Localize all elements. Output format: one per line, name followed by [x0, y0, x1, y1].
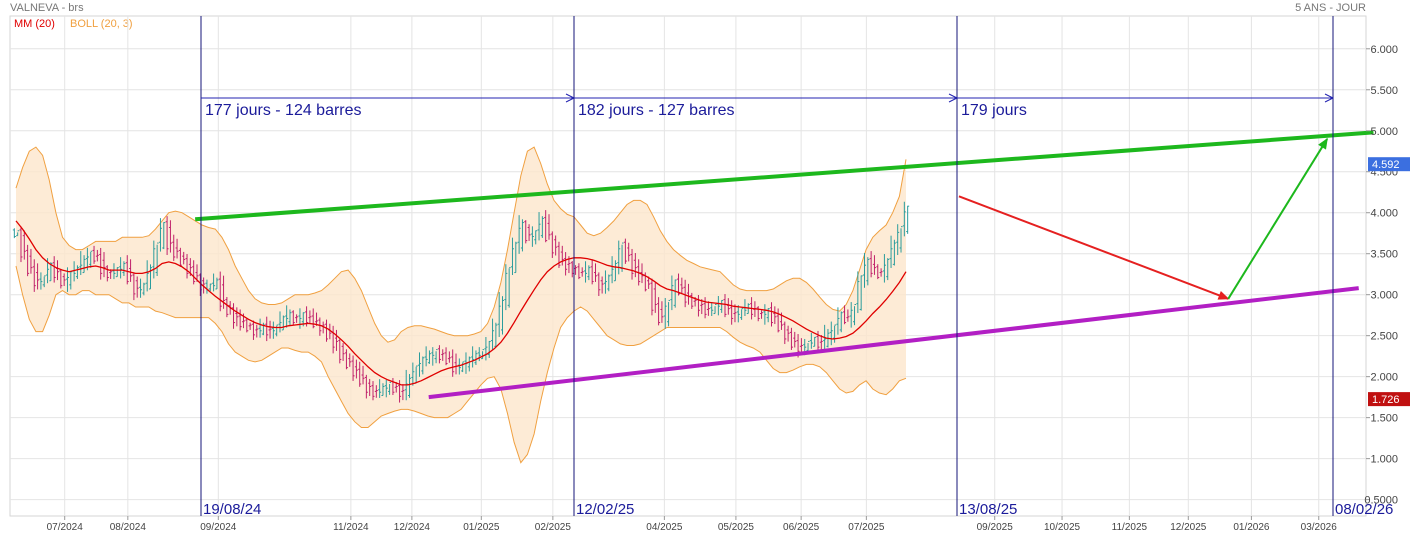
plot-frame — [9, 15, 1367, 517]
candles — [12, 201, 910, 403]
x-tick-label: 07/2024 — [47, 522, 84, 533]
vertical-marker-date: 19/08/24 — [203, 501, 261, 518]
y-tick-label: 2.500 — [1370, 331, 1398, 343]
chart-period: 5 ANS - JOUR — [1295, 2, 1366, 14]
x-tick-label: 08/2024 — [110, 522, 147, 533]
vertical-marker-date: 08/02/26 — [1335, 501, 1393, 518]
x-tick-label: 07/2025 — [848, 522, 885, 533]
x-tick-label: 06/2025 — [783, 522, 820, 533]
x-tick-label: 02/2025 — [535, 522, 572, 533]
y-tick-label: 3.000 — [1370, 290, 1398, 302]
cycle-label: 177 jours - 124 barres — [205, 102, 362, 119]
x-tick-label: 11/2024 — [333, 522, 369, 533]
y-tick-label: 6.000 — [1370, 44, 1398, 56]
x-tick-label: 11/2025 — [1112, 522, 1148, 533]
x-tick-label: 09/2025 — [977, 522, 1014, 533]
y-tick-label: 2.000 — [1370, 372, 1398, 384]
grid — [9, 15, 1367, 517]
cycle-label: 179 jours — [961, 102, 1027, 119]
price-tag-label: 4.592 — [1372, 159, 1400, 171]
cycle-markers: 19/08/24 12/02/25 13/08/25 08/02/26 177 jour… — [200, 16, 1393, 518]
x-tick-label: 03/2026 — [1301, 522, 1338, 533]
y-tick-label: 1.000 — [1370, 454, 1398, 466]
trendline-purple — [428, 286, 1359, 400]
x-tick-label: 12/2024 — [394, 522, 431, 533]
x-tick-label: 04/2025 — [646, 522, 683, 533]
projection-arrow-head — [1217, 290, 1230, 300]
projection-arrow — [1227, 138, 1329, 300]
chart-title: VALNEVA - brs — [10, 2, 84, 14]
y-tick-label: 0.5000 — [1364, 495, 1398, 507]
x-tick-label: 05/2025 — [718, 522, 755, 533]
bollinger-fill — [16, 147, 906, 463]
ma20-line — [15, 220, 907, 386]
indicator-legend: MM (20) BOLL (20, 3) — [14, 18, 145, 30]
price-tag-label: 1.726 — [1372, 394, 1400, 406]
price-tag — [1368, 157, 1410, 172]
y-tick-label: 3.500 — [1370, 249, 1398, 261]
y-tick-label: 5.000 — [1370, 126, 1398, 138]
cycle-label: 182 jours - 127 barres — [578, 102, 735, 119]
vertical-marker-date: 13/08/25 — [959, 501, 1017, 518]
x-tick-label: 01/2026 — [1233, 522, 1270, 533]
x-tick-label: 01/2025 — [463, 522, 500, 533]
y-tick-label: 1.500 — [1370, 413, 1398, 425]
vertical-marker-date: 12/02/25 — [576, 501, 634, 518]
arrow-head — [1324, 93, 1334, 103]
x-tick-label: 12/2025 — [1170, 522, 1207, 533]
y-tick-label: 5.500 — [1370, 85, 1398, 97]
projection-arrow-head — [1318, 137, 1328, 150]
bollinger-upper-line — [15, 146, 907, 343]
boll-legend-label: BOLL (20, 3) — [70, 18, 133, 30]
arrow-head — [565, 93, 575, 103]
trendlines — [195, 130, 1374, 400]
trendline-green — [195, 130, 1374, 222]
bollinger-lower-line — [15, 265, 907, 464]
ma-legend-label: MM (20) — [14, 18, 55, 30]
x-tick-label: 09/2024 — [200, 522, 237, 533]
bollinger-band — [15, 146, 907, 464]
axes: 6.0005.5005.0004.5004.0003.5003.0002.500… — [47, 44, 1410, 533]
y-tick-label: 4.000 — [1370, 208, 1398, 220]
x-tick-label: 10/2025 — [1044, 522, 1081, 533]
moving-average — [15, 220, 907, 386]
price-tag — [1368, 392, 1410, 407]
projection-arrow — [958, 195, 1229, 300]
arrow-head — [948, 93, 958, 103]
